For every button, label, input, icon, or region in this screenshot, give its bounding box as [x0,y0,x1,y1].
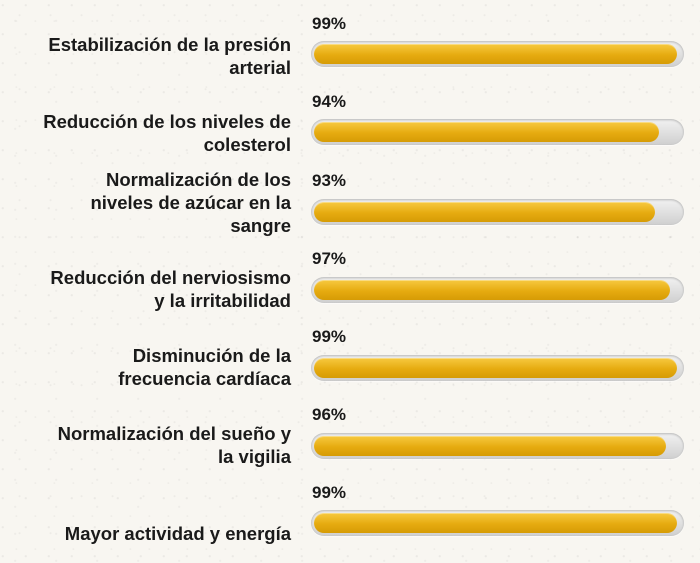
bar-track [311,119,684,145]
bar-track [311,41,684,67]
bar-category-label: Normalización de los niveles de azúcar en… [90,169,291,236]
bar-fill [314,358,677,378]
bar-value-label: 94% [312,92,347,111]
bar-track [311,199,684,225]
bar-track [311,510,684,536]
bar-fill [314,202,655,222]
bar-category-label: Disminución de la frecuencia cardíaca [118,345,291,389]
bar-category-label: Mayor actividad y energía [64,523,291,544]
bar-value-label: 99% [312,327,347,346]
bar-category-label: Reducción del nerviosismo y la irritabili… [50,267,291,311]
bar-fill [314,122,659,142]
bar-category-label: Reducción de los niveles de colesterol [43,111,291,155]
bar-value-label: 97% [312,249,347,268]
bar-category-label: Normalización del sueño y la vigilia [57,423,291,467]
bar-category-label: Estabilización de la presión arterial [48,34,291,78]
bar-track [311,277,684,303]
bar-fill [314,280,670,300]
bar-fill [314,436,666,456]
bar-value-label: 93% [312,171,347,190]
bar-value-label: 96% [312,405,347,424]
bar-fill [314,44,677,64]
bar-value-label: 99% [312,14,347,33]
bar-fill [314,513,677,533]
bar-track [311,433,684,459]
bar-value-label: 99% [312,483,347,502]
bar-track [311,355,684,381]
